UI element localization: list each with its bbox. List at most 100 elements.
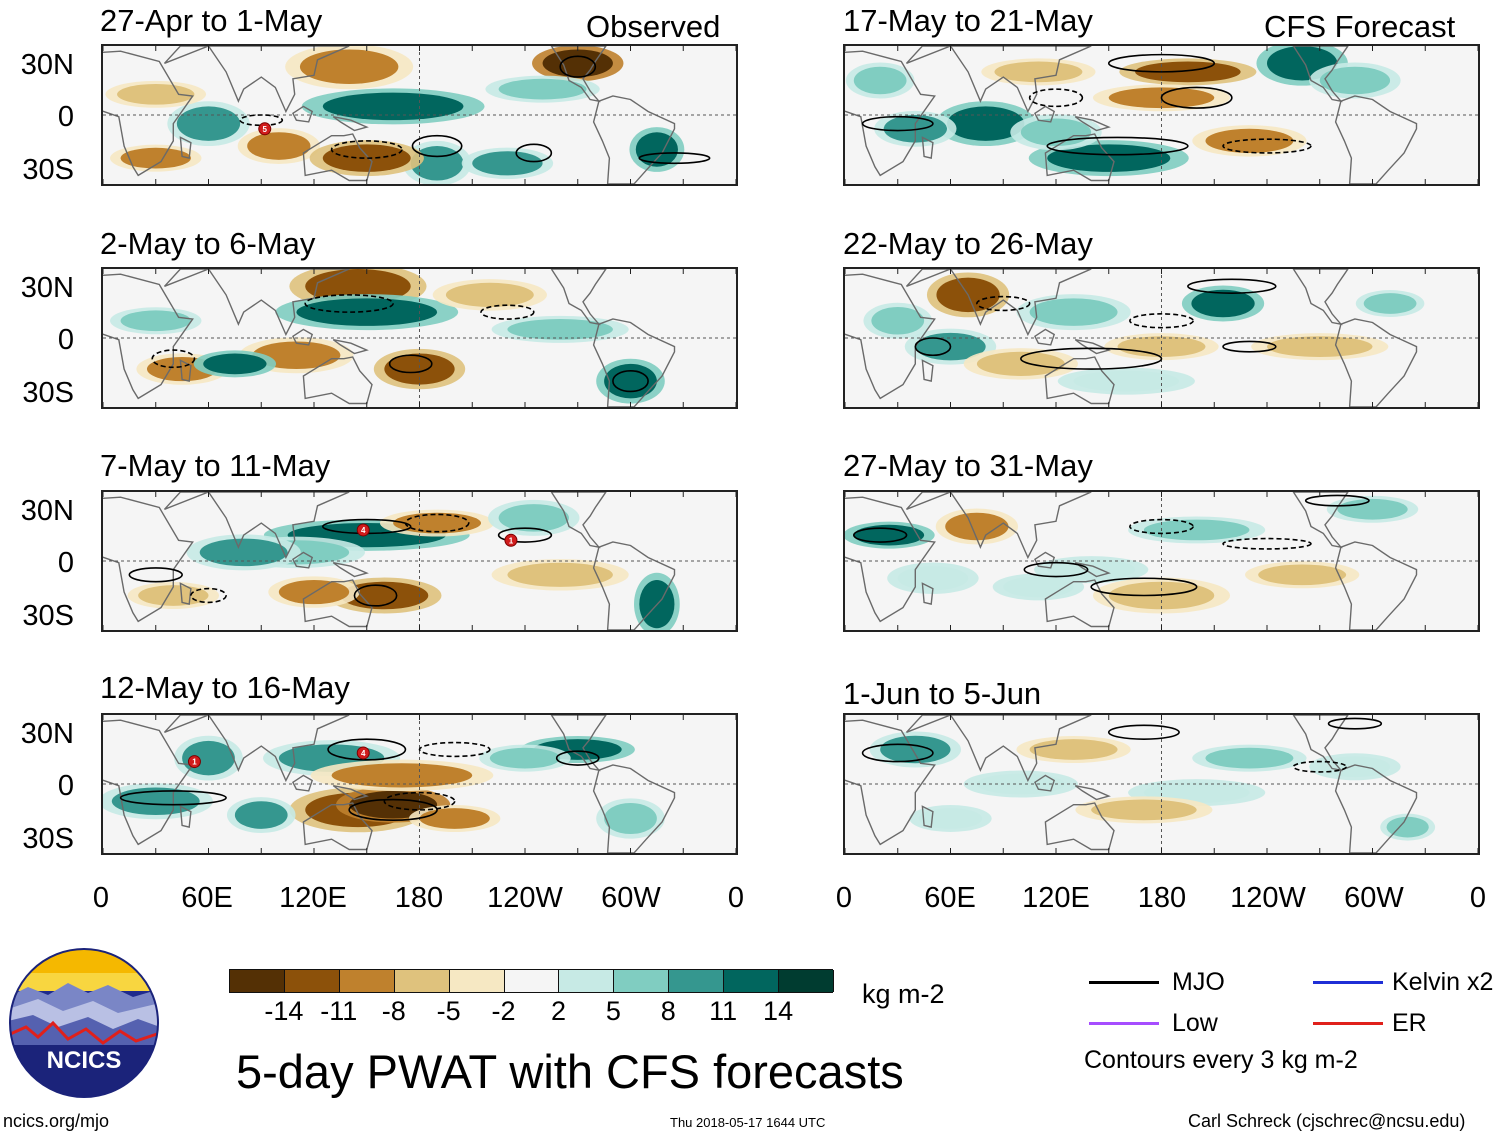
coastline xyxy=(1074,785,1111,801)
lat-label: 30N xyxy=(20,49,74,81)
panel-title: 17-May to 21-May xyxy=(843,3,1093,38)
storm-marker[interactable]: 4 xyxy=(356,746,370,760)
panel-title: 22-May to 26-May xyxy=(843,226,1093,261)
coastline xyxy=(332,116,369,132)
anomaly-blob xyxy=(1047,559,1136,580)
anomaly-blob xyxy=(1073,370,1180,392)
coastline xyxy=(179,805,192,828)
coastline xyxy=(302,579,373,628)
coastline xyxy=(1334,95,1418,184)
anomaly-blob xyxy=(120,310,191,332)
map-field: 5 xyxy=(103,46,736,184)
panel-title: 27-Apr to 1-May xyxy=(100,3,323,38)
anomaly-blob xyxy=(542,49,613,78)
coastline xyxy=(291,774,314,792)
colorbar-swatch xyxy=(669,970,725,992)
coastline xyxy=(163,46,350,114)
legend-er-label: ER xyxy=(1392,1009,1427,1037)
coastline xyxy=(1044,356,1115,405)
mjo-contour-positive xyxy=(1160,86,1233,109)
coastline xyxy=(1044,802,1115,851)
storm-marker-icon xyxy=(356,523,370,537)
mjo-contour-negative xyxy=(151,349,196,369)
main-title: 5-day PWAT with CFS forecasts xyxy=(236,1045,904,1098)
map-field: 14 xyxy=(103,715,736,853)
lon-label: 0 xyxy=(1469,882,1487,914)
mjo-contour-positive xyxy=(559,55,597,78)
lon-label: 60W xyxy=(1344,882,1404,914)
anomaly-blob xyxy=(1091,799,1197,821)
mjo-contour-negative xyxy=(330,140,403,159)
mjo-contour-negative xyxy=(976,295,1031,312)
coastline xyxy=(1044,579,1115,628)
mjo-contour-positive xyxy=(1046,136,1189,156)
logo-text: NCICS xyxy=(47,1047,122,1074)
coastline xyxy=(1292,715,1349,772)
anomaly-blob xyxy=(1191,289,1255,318)
ncics-logo-graphic: NCICS xyxy=(9,948,159,1098)
mjo-contour-positive xyxy=(327,738,407,761)
coastline xyxy=(905,715,1092,783)
coastline xyxy=(921,805,934,828)
storm-marker[interactable]: 5 xyxy=(258,122,272,136)
map-panel xyxy=(843,713,1480,855)
map-panel xyxy=(843,267,1480,409)
storm-marker[interactable]: 1 xyxy=(187,755,201,769)
coastline xyxy=(592,764,676,853)
contour-note: Contours every 3 kg m-2 xyxy=(1084,1046,1358,1074)
lat-label: 0 xyxy=(57,324,74,356)
storm-marker-label: 4 xyxy=(361,749,366,758)
anomaly-blob xyxy=(853,524,925,546)
legend-kelvin-label: Kelvin x2 xyxy=(1392,968,1494,996)
storm-marker[interactable]: 4 xyxy=(356,523,370,537)
anomaly-blob xyxy=(498,78,587,100)
map-field: 41 xyxy=(103,492,736,630)
anomaly-blob xyxy=(1258,564,1347,586)
anomaly-blob xyxy=(176,106,241,141)
anomaly-blob xyxy=(199,538,288,567)
anomaly-blob xyxy=(507,562,613,587)
anomaly-blob xyxy=(247,132,311,160)
coastline xyxy=(550,715,607,772)
storm-marker[interactable]: 1 xyxy=(504,533,518,547)
coastline xyxy=(163,492,350,560)
coastline xyxy=(103,719,194,846)
mjo-contour-negative xyxy=(1129,518,1194,535)
colorbar-swatch xyxy=(449,970,505,992)
anomaly-blob xyxy=(1319,756,1391,778)
anomaly-blob xyxy=(322,144,411,172)
map-field xyxy=(103,269,736,407)
anomaly-blob xyxy=(1143,519,1250,541)
storm-marker-icon xyxy=(258,122,272,136)
map-field xyxy=(845,46,1478,184)
coastline xyxy=(332,562,369,578)
coastline xyxy=(1033,774,1056,792)
ncics-logo[interactable]: NCICS xyxy=(8,947,160,1099)
mjo-contour-positive xyxy=(638,152,711,165)
map-field xyxy=(845,492,1478,630)
anomaly-blob xyxy=(604,363,657,399)
coastline xyxy=(302,356,373,405)
anomaly-blob xyxy=(1205,747,1294,769)
mjo-contour-positive xyxy=(852,527,908,543)
mjo-contour-positive xyxy=(515,143,553,163)
map-panel xyxy=(843,44,1480,186)
mjo-contour-positive xyxy=(1327,717,1383,730)
colorbar-label: -11 xyxy=(320,996,358,1026)
forecast-header: CFS Forecast xyxy=(1264,9,1456,44)
lon-label: 120W xyxy=(487,882,563,914)
mjo-contour-positive xyxy=(1107,53,1216,73)
mjo-contour-positive xyxy=(1187,278,1277,294)
lon-label: 0 xyxy=(92,882,110,914)
lon-label: 60W xyxy=(601,882,661,914)
coastline xyxy=(905,492,1092,560)
colorbar-label: -8 xyxy=(381,996,406,1026)
colorbar-swatch xyxy=(779,970,834,992)
colorbar xyxy=(229,969,834,993)
mjo-contour-positive xyxy=(861,743,934,763)
footer-author: Carl Schreck (cjschrec@ncsu.edu) xyxy=(1188,1111,1466,1131)
legend-low-line xyxy=(1089,1022,1159,1025)
footer-url[interactable]: ncics.org/mjo xyxy=(3,1111,110,1131)
colorbar-label: 5 xyxy=(605,996,621,1026)
mjo-contour-negative xyxy=(1222,537,1312,550)
